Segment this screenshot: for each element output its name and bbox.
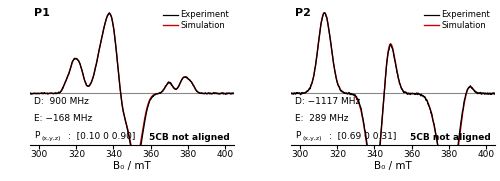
Text: E:  289 MHz: E: 289 MHz — [295, 114, 348, 123]
Text: :  [0.10 0 0.90]: : [0.10 0 0.90] — [68, 131, 135, 140]
Experiment — [205, 92, 211, 94]
Experiment — [488, 92, 494, 94]
Simulation — [106, 12, 112, 15]
Simulation — [114, 58, 120, 60]
Experiment — [366, 159, 372, 161]
Line: Simulation: Simulation — [291, 13, 495, 181]
Simulation — [466, 86, 472, 88]
X-axis label: B₀ / mT: B₀ / mT — [113, 161, 151, 171]
Text: :  [0.69 0 0.31]: : [0.69 0 0.31] — [329, 131, 396, 140]
Text: 5CB not aligned: 5CB not aligned — [410, 133, 491, 142]
Experiment — [114, 58, 120, 60]
Text: 5CB not aligned: 5CB not aligned — [149, 133, 230, 142]
Text: P1: P1 — [34, 8, 50, 18]
Experiment — [312, 72, 318, 74]
Experiment — [492, 93, 498, 95]
Simulation — [205, 92, 211, 94]
Text: E: −168 MHz: E: −168 MHz — [34, 114, 92, 123]
Simulation — [322, 12, 328, 14]
Experiment — [324, 16, 330, 18]
Experiment — [105, 14, 111, 16]
Experiment — [133, 163, 139, 165]
Experiment — [466, 86, 472, 89]
Experiment — [227, 92, 233, 95]
Simulation — [50, 92, 56, 94]
Text: P: P — [295, 131, 300, 140]
Text: P2: P2 — [295, 8, 311, 18]
Legend: Experiment, Simulation: Experiment, Simulation — [162, 10, 230, 31]
Simulation — [312, 71, 318, 74]
Simulation — [375, 163, 381, 165]
Text: (x,y,z): (x,y,z) — [302, 136, 322, 141]
Simulation — [492, 92, 498, 94]
Experiment — [288, 92, 294, 94]
Experiment — [322, 12, 328, 14]
Line: Experiment: Experiment — [291, 13, 495, 181]
Experiment — [62, 81, 68, 83]
Line: Simulation: Simulation — [30, 14, 234, 159]
Simulation — [132, 158, 138, 160]
Simulation — [62, 81, 68, 83]
Legend: Experiment, Simulation: Experiment, Simulation — [423, 10, 491, 31]
Text: D:  900 MHz: D: 900 MHz — [34, 97, 89, 106]
Simulation — [288, 92, 294, 94]
Line: Experiment: Experiment — [30, 13, 234, 164]
Text: D: −1117 MHz: D: −1117 MHz — [295, 97, 360, 106]
Simulation — [227, 92, 233, 94]
Text: P: P — [34, 131, 40, 140]
Experiment — [50, 93, 56, 95]
Experiment — [106, 12, 112, 14]
Simulation — [27, 92, 33, 94]
Simulation — [231, 92, 237, 94]
Simulation — [488, 92, 494, 94]
Simulation — [105, 13, 111, 15]
Simulation — [324, 16, 330, 18]
Experiment — [375, 160, 381, 162]
Experiment — [27, 92, 33, 94]
Text: (x,y,z): (x,y,z) — [41, 136, 60, 141]
Simulation — [366, 162, 372, 165]
X-axis label: B₀ / mT: B₀ / mT — [374, 161, 412, 171]
Experiment — [231, 92, 237, 95]
